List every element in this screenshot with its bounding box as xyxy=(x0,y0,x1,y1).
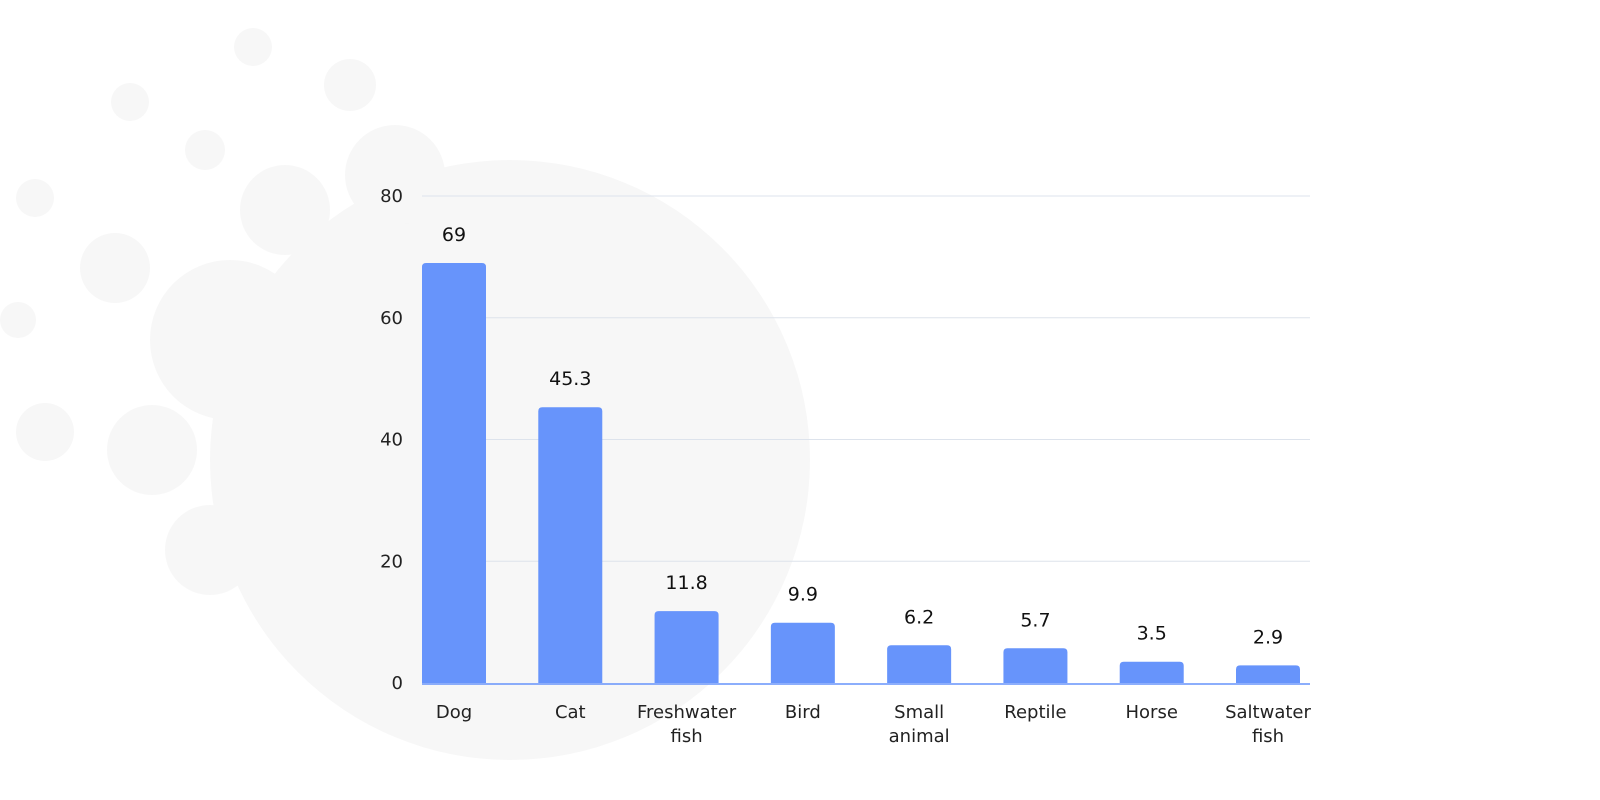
bars xyxy=(422,262,1300,683)
bar-dog xyxy=(422,262,486,683)
data-label: 9.9 xyxy=(788,584,818,606)
bar-small-animal xyxy=(887,645,952,683)
x-axis-category-labels: Dog Cat Freshwater fish Bird Small animal Repti… xyxy=(436,702,1312,747)
data-labels: 69 45.3 11.8 9.9 6.2 5.7 3.5 2.9 xyxy=(442,224,1283,648)
bar-freshwater-fish xyxy=(654,611,719,683)
data-label: 5.7 xyxy=(1020,609,1050,631)
bar-bird xyxy=(770,622,835,683)
data-label: 3.5 xyxy=(1137,623,1167,645)
y-tick-label: 20 xyxy=(380,551,403,572)
x-category-label: Bird xyxy=(785,702,821,723)
x-category-label: Cat xyxy=(555,702,586,723)
x-category-label: Small animal xyxy=(889,702,950,747)
data-label: 11.8 xyxy=(665,572,707,594)
y-axis-tick-labels: 0 20 40 60 80 xyxy=(380,186,403,694)
data-label: 45.3 xyxy=(549,368,591,390)
x-category-label: Freshwater fish xyxy=(637,702,737,747)
x-category-label: Saltwater fish xyxy=(1225,702,1311,747)
x-category-label: Dog xyxy=(436,702,472,723)
x-category-label: Horse xyxy=(1126,702,1178,723)
data-label: 69 xyxy=(442,224,466,246)
data-label: 2.9 xyxy=(1253,626,1283,648)
bar-saltwater-fish xyxy=(1236,665,1300,683)
y-tick-label: 40 xyxy=(380,430,403,451)
bar-reptile xyxy=(1003,648,1068,683)
y-tick-label: 0 xyxy=(392,673,403,694)
bar-horse xyxy=(1119,661,1184,683)
bar-cat xyxy=(538,407,603,683)
y-tick-label: 80 xyxy=(380,186,403,207)
y-tick-label: 60 xyxy=(380,308,403,329)
x-category-label: Reptile xyxy=(1004,702,1066,723)
data-label: 6.2 xyxy=(904,606,934,628)
